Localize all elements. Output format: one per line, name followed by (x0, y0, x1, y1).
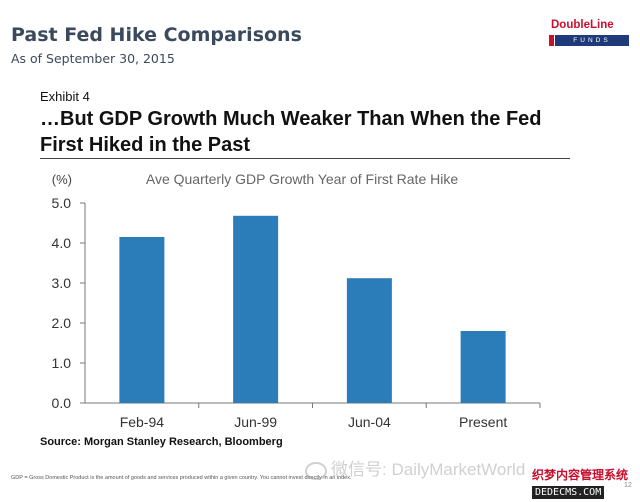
slide-title: Past Fed Hike Comparisons (11, 24, 302, 46)
x-tick-label: Jun-99 (234, 414, 277, 430)
slide-subtitle: As of September 30, 2015 (11, 51, 175, 66)
watermark: 微信号: DailyMarketWorld (305, 455, 525, 480)
y-tick-label: 0.0 (52, 395, 72, 411)
watermark-text: 微信号: DailyMarketWorld (331, 460, 526, 479)
y-tick-label: 3.0 (52, 275, 72, 291)
doubleline-logo: DoubleLine FUNDS (549, 18, 629, 54)
title-divider (40, 158, 570, 159)
bar (346, 278, 392, 403)
chart-title: Ave Quarterly GDP Growth Year of First R… (146, 171, 458, 187)
site-watermark-line1: 织梦内容管理系统 (532, 468, 629, 482)
bar (119, 237, 165, 403)
y-axis-unit: (%) (52, 172, 72, 187)
x-tick-label: Jun-04 (348, 414, 391, 430)
y-tick-label: 1.0 (52, 355, 72, 371)
y-tick-label: 4.0 (52, 235, 72, 251)
source-note: Source: Morgan Stanley Research, Bloombe… (40, 436, 283, 448)
wechat-icon (305, 461, 327, 480)
y-tick-label: 2.0 (52, 315, 72, 331)
x-tick-label: Present (459, 414, 507, 430)
bar (233, 215, 279, 403)
page-number: 12 (624, 482, 632, 489)
footnote: GDP = Gross Domestic Product is the amou… (11, 475, 352, 481)
bar (460, 331, 506, 403)
logo-wordmark: DoubleLine (549, 18, 616, 32)
x-tick-label: Feb-94 (120, 414, 165, 430)
logo-funds-bar: FUNDS (555, 35, 629, 46)
gdp-bar-chart: Ave Quarterly GDP Growth Year of First R… (52, 171, 541, 430)
exhibit-title: …But GDP Growth Much Weaker Than When th… (40, 108, 542, 156)
site-watermark-line2: DEDECMS.COM (532, 486, 605, 499)
exhibit-label: Exhibit 4 (40, 89, 90, 104)
site-watermark: 织梦内容管理系统 DEDECMS.COM (532, 468, 632, 500)
logo-square (549, 35, 554, 46)
y-tick-label: 5.0 (52, 195, 72, 211)
